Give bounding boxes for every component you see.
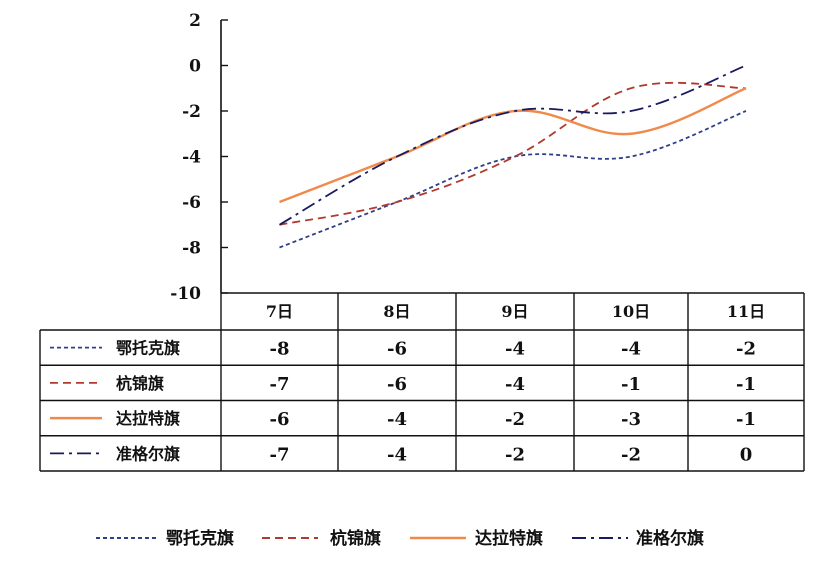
table-cell: -2 [621,444,641,465]
table-cell: -7 [270,444,290,465]
x-category-label: 7日 [266,302,293,321]
table-cell: -4 [505,374,525,395]
y-tick-label: -2 [182,102,201,122]
table-cell: -2 [736,339,756,360]
y-tick-label: -8 [182,239,201,259]
legend-label: 达拉特旗 [475,528,543,549]
plot-lines [279,64,747,249]
y-tick-label: 0 [189,57,201,77]
x-category-label: 8日 [383,302,410,321]
y-tick-label: -10 [170,284,201,304]
x-category-label: 11日 [727,302,765,321]
x-category-label: 10日 [612,302,650,321]
legend-label: 鄂托克旗 [166,528,234,549]
table-row-label: 鄂托克旗 [116,339,180,358]
table-cell: -4 [387,444,407,465]
table-row-label: 达拉特旗 [116,409,180,428]
table-cell: -7 [270,374,290,395]
table-cell: -6 [387,339,407,360]
legend: 鄂托克旗 杭锦旗 达拉特旗 准格尔旗 [96,528,704,549]
table-cell: -2 [505,409,525,430]
table-cell: -6 [270,409,290,430]
series-line-2 [279,87,747,204]
y-tick-label: -6 [182,193,201,213]
legend-label: 准格尔旗 [636,528,704,549]
y-tick-label: -4 [182,148,201,168]
table-cell: -1 [736,374,756,395]
x-category-label: 9日 [501,302,528,321]
table-cell: -4 [387,409,407,430]
legend-label: 杭锦旗 [330,528,381,549]
table-row-label: 准格尔旗 [116,444,180,463]
table-cell: -6 [387,374,407,395]
table-cell: -8 [270,339,290,360]
table-cell: -4 [621,339,641,360]
series-line-3 [279,64,747,226]
table-row-label: 杭锦旗 [116,374,164,393]
series-line-1 [279,81,747,226]
y-tick-label: 2 [189,11,201,31]
table-cell: 0 [740,444,753,465]
series-line-0 [279,110,747,249]
table-cell: -1 [736,409,756,430]
table-cell: -2 [505,444,525,465]
table-cell: -4 [505,339,525,360]
table-cell: -1 [621,374,641,395]
y-axis: 2 0 -2 -4 -6 -8 -10 [170,11,228,304]
table-cell: -3 [621,409,641,430]
